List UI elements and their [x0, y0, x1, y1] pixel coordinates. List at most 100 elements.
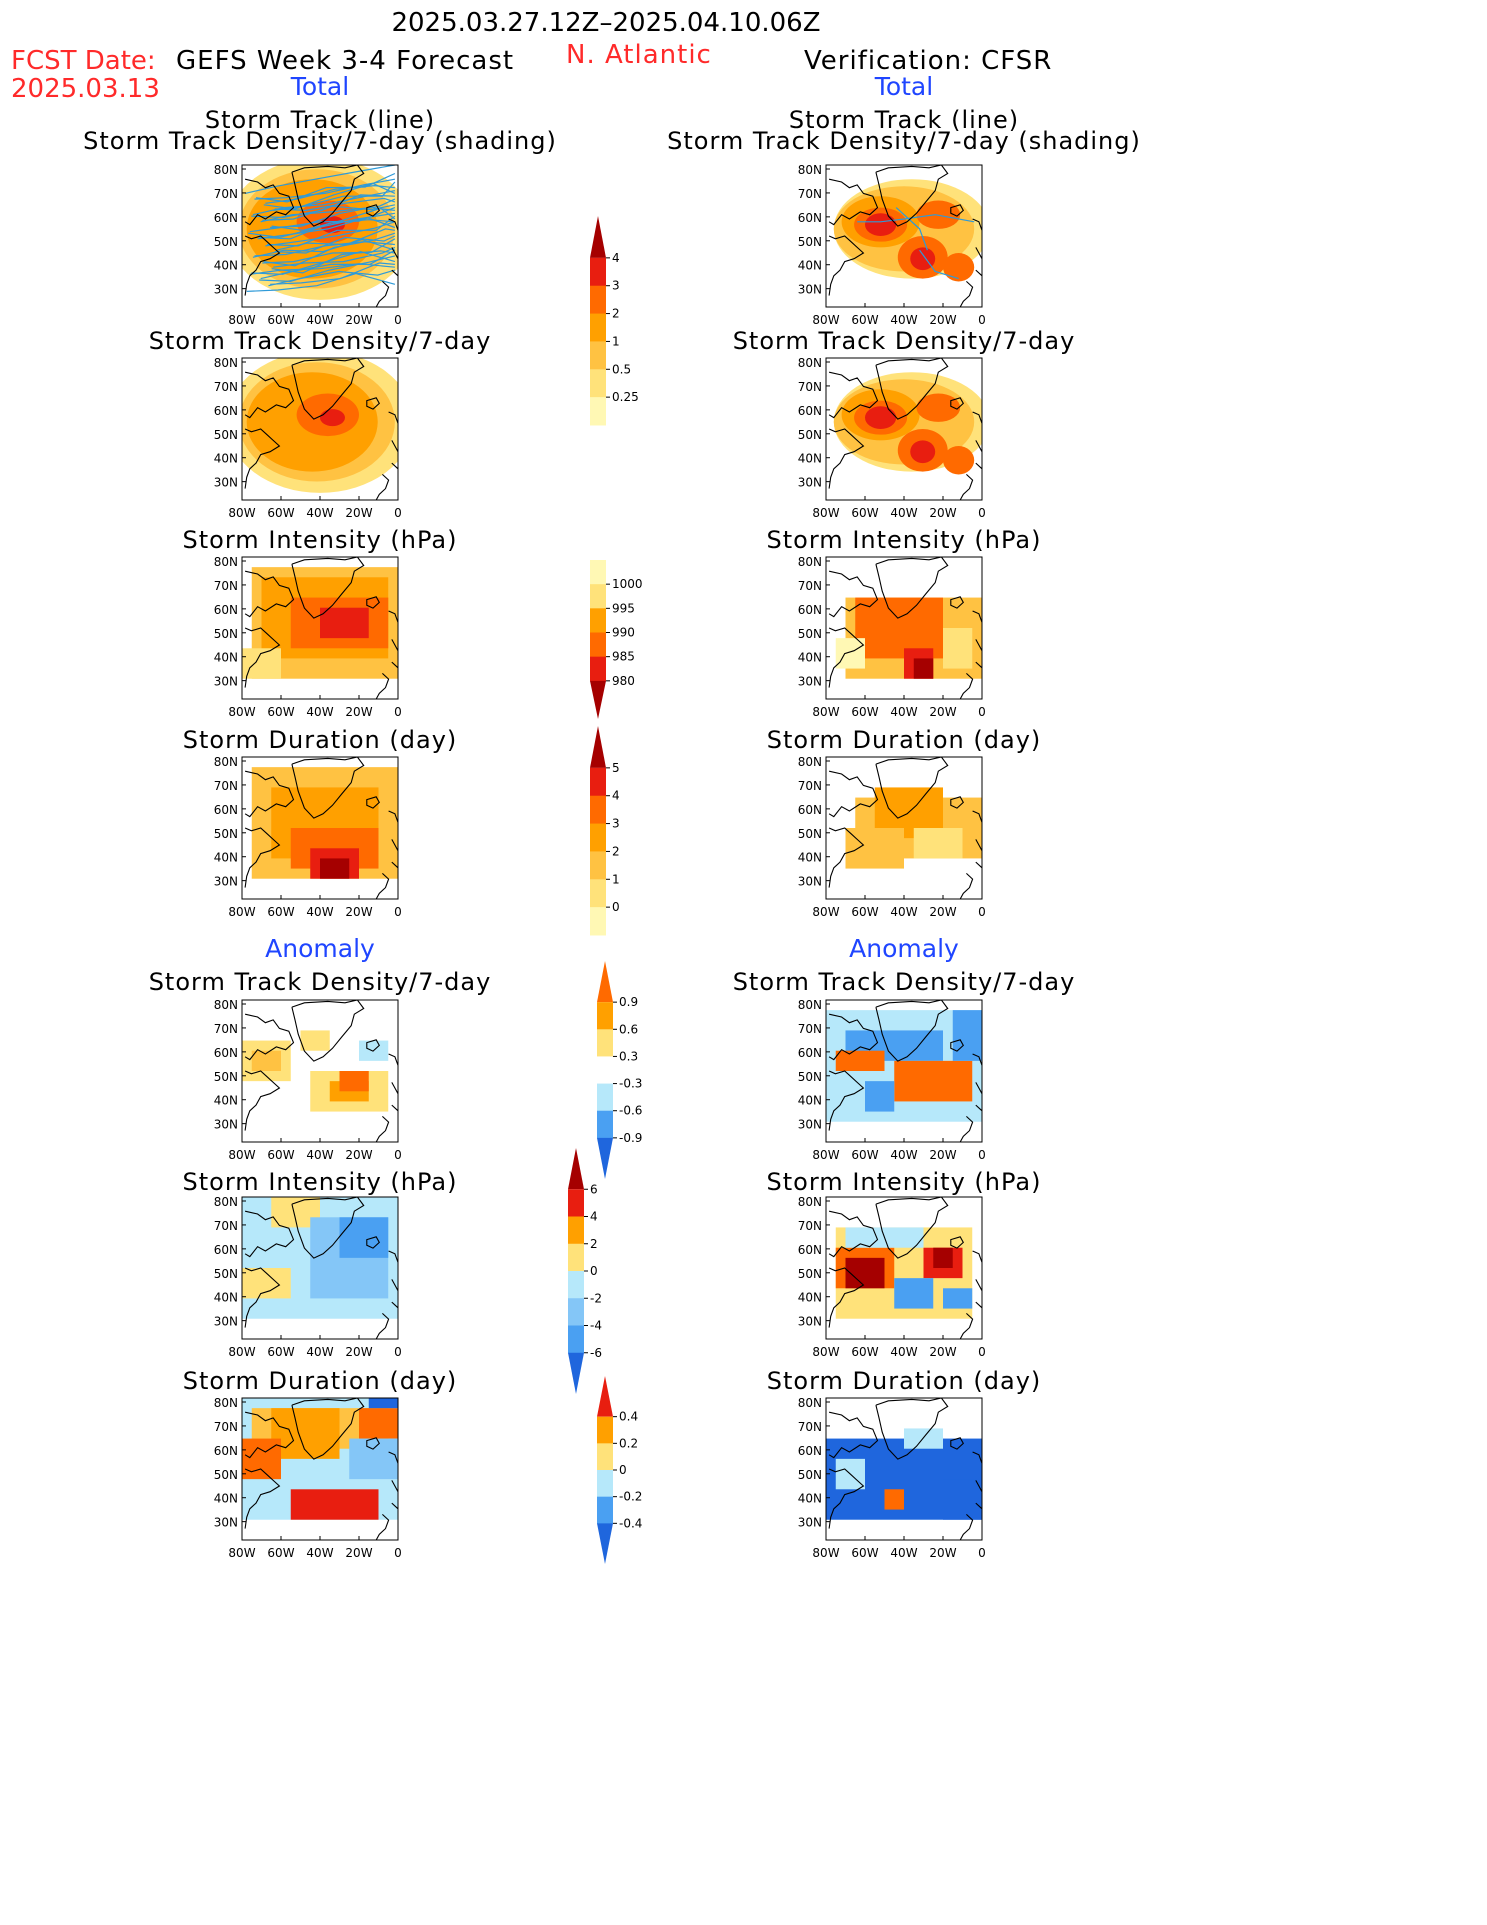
intensity-anom-colorbar-label: -4: [590, 1319, 602, 1333]
right-anom-duration-panel-lon-label: 80W: [812, 1546, 839, 1560]
left-intensity-panel-lon-label: 0: [394, 705, 402, 719]
right-intensity-panel-cell: [913, 658, 934, 679]
left-track-panel-track: [249, 207, 396, 233]
right-duration-panel-lat-label: 80N: [798, 755, 822, 769]
intensity-anom-colorbar-segment: [568, 1243, 584, 1272]
left-duration-panel-lat-label: 50N: [214, 827, 238, 841]
right-duration-panel-coast: [972, 810, 982, 851]
right-track-panel-lat-label: 40N: [798, 259, 822, 273]
right-duration-panel-lat-label: 60N: [798, 803, 822, 817]
right-anom-density-panel-coast: [972, 1053, 982, 1094]
right-track-panel-shade: [910, 247, 936, 271]
intensity-total-colorbar-label: 995: [612, 601, 635, 615]
left-intensity-panel-coast: [388, 610, 398, 651]
left-anom-duration-panel-lon-label: 80W: [228, 1546, 255, 1560]
left-anom-duration-panel-lat-label: 60N: [214, 1444, 238, 1458]
left-anom-duration-panel-cell: [368, 1398, 398, 1409]
right-anom-duration-panel-cell: [943, 1479, 982, 1520]
intensity-total-colorbar-segment: [590, 632, 606, 658]
right-density-panel-shade: [916, 393, 961, 422]
left-track-panel-lat-label: 60N: [214, 211, 238, 225]
left-anom-density-panel-coast: [244, 1013, 295, 1061]
density-anom-colorbar-tip-top: [597, 961, 613, 1003]
right-density-panel-lat-label: 30N: [798, 476, 822, 490]
right-duration-panel-lat-label: 40N: [798, 851, 822, 865]
right-intensity-panel-lat-label: 50N: [798, 627, 822, 641]
left-anom-duration-panel: 80N 70N 60N 50N 40N 30N 80W 60W 40W 20W 0: [214, 1396, 402, 1560]
duration-total-colorbar-segment: [590, 767, 606, 797]
right-density-panel: 80N 70N 60N 50N 40N 30N 80W 60W 40W 20W 0: [798, 356, 986, 520]
intensity-anom-colorbar: 6 4 2 0 -2 -4 -6: [568, 1148, 602, 1394]
duration-total-colorbar-segment: [590, 823, 606, 852]
right-track-panel-lon-label: 60W: [851, 313, 878, 327]
left-density-title: Storm Track Density/7-day: [148, 327, 492, 355]
duration-total-colorbar-label: 3: [612, 817, 620, 831]
right-anom-intensity-title: Storm Intensity (hPa): [766, 1168, 1042, 1196]
duration-anom-colorbar-segment: [597, 1496, 613, 1524]
right-anom-duration-panel-lon-label: 0: [978, 1546, 986, 1560]
right-density-panel-coast: [959, 462, 982, 500]
right-anom-intensity-panel-coast: [972, 1250, 982, 1291]
left-anom-density-panel: 80N 70N 60N 50N 40N 30N 80W 60W 40W 20W 0: [214, 998, 402, 1162]
left-intensity-panel-coast: [244, 627, 281, 688]
left-track-panel-lat-label: 30N: [214, 283, 238, 297]
density-total-colorbar-label: 0.5: [612, 362, 631, 376]
left-intensity-panel-lat-label: 40N: [214, 651, 238, 665]
left-anom-duration-panel-lat-label: 30N: [214, 1516, 238, 1530]
left-track-panel-coast: [244, 235, 281, 296]
left-track-panel-track: [255, 172, 396, 203]
right-total-label: Total: [874, 72, 934, 101]
left-intensity-title: Storm Intensity (hPa): [182, 526, 458, 554]
left-anom-density-panel-lon-label: 20W: [345, 1148, 372, 1162]
intensity-total-colorbar-label: 1000: [612, 577, 643, 591]
left-anom-duration-panel-coast: [244, 1468, 281, 1529]
right-intensity-panel-lat-label: 40N: [798, 651, 822, 665]
right-anom-intensity-panel-lat-label: 30N: [798, 1315, 822, 1329]
intensity-anom-colorbar-segment: [568, 1216, 584, 1245]
left-duration-panel-lat-label: 60N: [214, 803, 238, 817]
density-anom-colorbar-tip-bottom: [597, 1137, 613, 1179]
left-track-panel-track: [274, 197, 396, 212]
left-density-panel-lat-label: 80N: [214, 356, 238, 370]
intensity-total-colorbar-tip-bottom: [590, 680, 606, 719]
left-density-panel-coast: [375, 462, 398, 500]
left-intensity-panel-lat-label: 50N: [214, 627, 238, 641]
left-duration-panel-lon-label: 40W: [306, 905, 333, 919]
left-anom-intensity-panel-lon-label: 60W: [267, 1345, 294, 1359]
left-anomaly-label: Anomaly: [265, 934, 375, 963]
right-anom-duration-panel-coast: [959, 1502, 982, 1540]
left-duration-panel-lat-label: 40N: [214, 851, 238, 865]
duration-total-colorbar-tip-top: [590, 726, 606, 768]
right-intensity-panel-coast: [828, 570, 879, 618]
left-anom-duration-panel-field: [242, 1398, 398, 1540]
duration-total-colorbar-label: 4: [612, 789, 620, 803]
left-total-label: Total: [290, 72, 350, 101]
left-density-panel-lat-label: 50N: [214, 428, 238, 442]
intensity-total-colorbar-label: 990: [612, 626, 635, 640]
right-anom-duration-title: Storm Duration (day): [766, 1367, 1042, 1395]
left-anom-duration-panel-lat-label: 70N: [214, 1420, 238, 1434]
right-density-panel-lon-label: 20W: [929, 506, 956, 520]
left-anom-duration-panel-coast: [388, 1451, 398, 1492]
right-duration-panel-lon-label: 0: [978, 905, 986, 919]
left-anom-intensity-panel-field: [242, 1197, 398, 1339]
left-duration-panel-field: [242, 757, 398, 899]
left-track-panel-track: [262, 238, 396, 264]
intensity-anom-colorbar-segment: [568, 1298, 584, 1326]
right-duration-panel-field: [826, 757, 982, 899]
density-total-colorbar-label: 2: [612, 307, 620, 321]
right-density-panel-shade: [865, 406, 897, 430]
left-anom-duration-panel-lon-label: 60W: [267, 1546, 294, 1560]
right-anom-duration-panel-lat-label: 50N: [798, 1468, 822, 1482]
duration-anom-colorbar-tip-top: [597, 1376, 613, 1417]
right-track-panel-lat-label: 80N: [798, 163, 822, 177]
duration-anom-colorbar-label: 0.2: [619, 1436, 638, 1450]
density-anom-colorbar-label: -0.9: [619, 1131, 642, 1145]
left-track-panel-track: [266, 215, 396, 247]
right-anom-intensity-panel-lon-label: 0: [978, 1345, 986, 1359]
left-anom-duration-panel-cell: [349, 1438, 398, 1480]
right-track-panel-lon-label: 20W: [929, 313, 956, 327]
left-anom-density-panel-lat-label: 70N: [214, 1022, 238, 1036]
right-anom-intensity-panel-lon-label: 60W: [851, 1345, 878, 1359]
